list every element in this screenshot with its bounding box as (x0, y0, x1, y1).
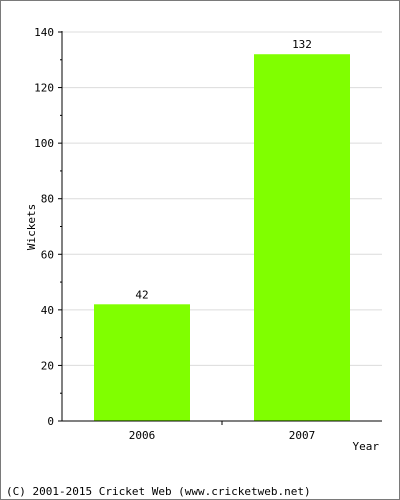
y-tick-label: 140 (34, 26, 54, 39)
data-label-2006: 42 (135, 288, 148, 301)
y-tick-label: 120 (34, 82, 54, 95)
y-tick-label: 20 (41, 359, 54, 372)
copyright-footer: (C) 2001-2015 Cricket Web (www.cricketwe… (6, 485, 311, 498)
y-axis-label: Wickets (25, 204, 38, 250)
bar-2007 (254, 54, 350, 421)
bar-2006 (94, 304, 190, 421)
bars: 42 132 (94, 38, 350, 421)
y-tick-label: 60 (41, 248, 54, 261)
x-axis-label: Year (353, 440, 380, 453)
y-tick-label: 100 (34, 137, 54, 150)
data-label-2007: 132 (292, 38, 312, 51)
axes: 0 20 40 60 80 100 120 140 2006 2007 (34, 26, 382, 442)
x-tick-label-2007: 2007 (289, 429, 316, 442)
y-tick-label: 0 (47, 415, 54, 428)
y-tick-label: 80 (41, 193, 54, 206)
x-tick-label-2006: 2006 (129, 429, 156, 442)
y-tick-label: 40 (41, 304, 54, 317)
